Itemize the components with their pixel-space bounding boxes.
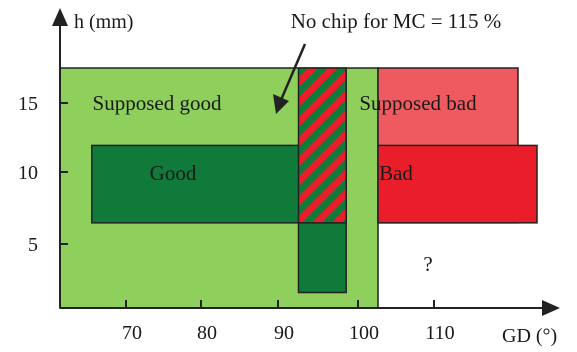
annotation-arrowhead — [273, 94, 289, 114]
x-tick-label-70: 70 — [122, 322, 142, 344]
axes — [52, 8, 560, 316]
y-tick-label-10: 10 — [18, 162, 38, 184]
region-no-chip — [297, 67, 347, 224]
region-labels: Supposed good Supposed bad Good Bad? — [93, 91, 478, 276]
y-tick-label-5: 5 — [28, 234, 38, 256]
x-axis-label: GD (°) — [502, 325, 557, 347]
y-axis-label: h (mm) — [74, 11, 133, 33]
y-axis-arrowhead — [52, 8, 68, 26]
x-tick-label-90: 90 — [274, 322, 294, 344]
annotation-text: No chip for MC = 115 % — [291, 9, 502, 33]
annotation: No chip for MC = 115 % — [273, 9, 501, 114]
x-tick-label-100: 100 — [349, 322, 379, 344]
x-axis-arrowhead — [542, 300, 560, 316]
label-good: Good — [150, 161, 197, 185]
label-supposed-good: Supposed good — [93, 91, 222, 115]
ticks: 70 80 90 100 110 5 10 15 — [18, 93, 455, 344]
region-bad — [377, 144, 538, 224]
label-bad: Bad — [379, 161, 413, 185]
regions-layer — [59, 67, 538, 309]
annotation-arrow-line — [279, 43, 307, 101]
x-tick-label-80: 80 — [197, 322, 217, 344]
unknown-marker: ? — [423, 252, 432, 276]
y-tick-label-15: 15 — [18, 93, 38, 115]
x-tick-label-110: 110 — [425, 322, 454, 344]
label-supposed-bad: Supposed bad — [359, 91, 477, 115]
